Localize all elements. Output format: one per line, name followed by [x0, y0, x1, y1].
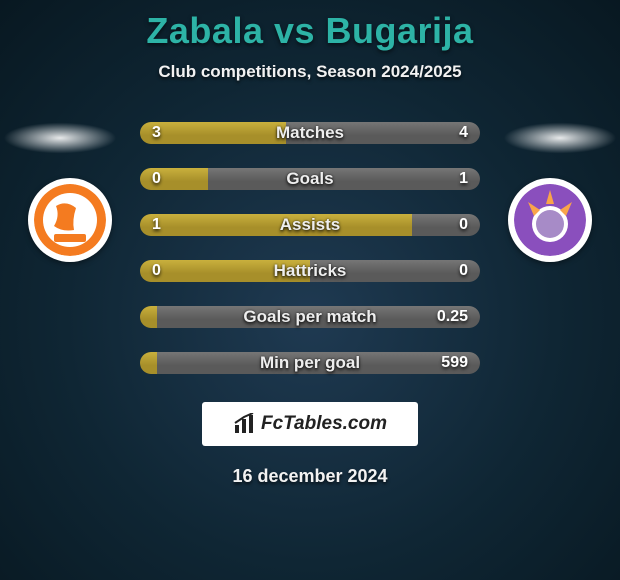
stat-label: Matches	[276, 123, 344, 143]
stat-left-value: 1	[152, 216, 161, 234]
stat-bar-right	[208, 168, 480, 190]
stat-bar-left	[140, 168, 208, 190]
stat-bar-left	[140, 306, 157, 328]
date: 16 december 2024	[232, 466, 387, 487]
stat-bar-left	[140, 352, 157, 374]
stat-right-value: 0	[459, 216, 468, 234]
watermark: FcTables.com	[202, 402, 418, 446]
stat-row: Matches 3 4	[140, 122, 480, 144]
stat-label: Goals	[286, 169, 333, 189]
stat-bar-right	[412, 214, 480, 236]
stat-right-value: 0.25	[437, 308, 468, 326]
stat-label: Goals per match	[243, 307, 376, 327]
stat-left-value: 3	[152, 124, 161, 142]
team-left-logo-banner	[54, 234, 86, 242]
stat-right-value: 599	[441, 354, 468, 372]
stat-label: Hattricks	[274, 261, 347, 281]
team-left-logo	[28, 178, 112, 262]
team-right-logo-pattern	[536, 210, 564, 238]
subtitle: Club competitions, Season 2024/2025	[158, 62, 461, 82]
stat-right-value: 0	[459, 262, 468, 280]
stat-left-value: 0	[152, 262, 161, 280]
stat-label: Min per goal	[260, 353, 360, 373]
watermark-icon	[233, 413, 255, 435]
stat-row: Goals 0 1	[140, 168, 480, 190]
stat-row: Goals per match 0.25	[140, 306, 480, 328]
stat-bar-left	[140, 122, 286, 144]
stat-row: Assists 1 0	[140, 214, 480, 236]
stat-right-value: 4	[459, 124, 468, 142]
stat-bar-left	[140, 214, 412, 236]
team-right-logo	[508, 178, 592, 262]
page-title: Zabala vs Bugarija	[146, 10, 473, 52]
stats-bars: Matches34Goals01Assists10Hattricks00Goal…	[140, 122, 480, 374]
stat-right-value: 1	[459, 170, 468, 188]
stat-label: Assists	[280, 215, 340, 235]
stat-row: Hattricks 0 0	[140, 260, 480, 282]
stat-row: Min per goal 599	[140, 352, 480, 374]
watermark-text: FcTables.com	[261, 413, 387, 435]
stat-left-value: 0	[152, 170, 161, 188]
